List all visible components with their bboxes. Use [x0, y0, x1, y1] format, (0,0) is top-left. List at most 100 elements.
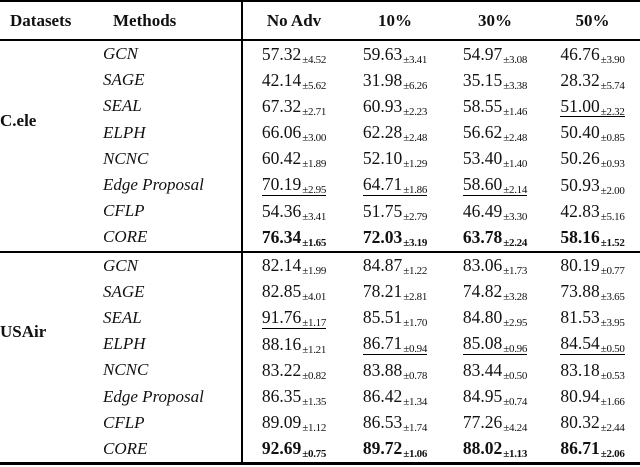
method-label: CFLP [103, 201, 145, 221]
result-value: 50.26±0.93 [560, 148, 625, 171]
result-value: 86.53±1.74 [362, 412, 428, 435]
result-value: 85.51±1.70 [362, 307, 428, 330]
result-value: 83.06±1.73 [462, 255, 528, 278]
table-row: SEAL 67.32±2.71 60.93±2.23 58.55±1.46 51.00±… [0, 93, 640, 120]
result-value: 88.02±1.13 [462, 438, 528, 461]
result-value: 58.16±1.52 [560, 226, 625, 249]
result-value: 50.93±2.00 [560, 174, 625, 197]
method-label: CORE [103, 438, 148, 458]
table-row: SAGE 42.14±5.62 31.98±6.26 35.15±3.38 28.32±… [0, 67, 640, 94]
result-value: 46.76±3.90 [560, 43, 625, 66]
result-value: 89.72±1.06 [362, 438, 428, 461]
header-30pct: 30% [445, 1, 545, 41]
result-value: 74.82±3.28 [462, 281, 528, 304]
result-value: 84.80±2.95 [462, 307, 528, 330]
table-row: CFLP 54.36±3.41 51.75±2.79 46.49±3.30 42.83±… [0, 198, 640, 225]
result-value: 82.14±1.99 [241, 251, 345, 279]
result-value: 84.54±0.50 [560, 333, 625, 356]
result-value: 56.62±2.48 [462, 122, 528, 145]
result-value: 58.60±2.14 [462, 174, 528, 197]
table-row: NCNC 83.22±0.82 83.88±0.78 83.44±0.50 83.18±… [0, 357, 640, 384]
result-value: 86.71±0.94 [362, 333, 428, 356]
dataset-group: USAir GCN 82.14±1.99 84.87±1.22 83.06±1.73 80… [0, 251, 640, 464]
result-value: 86.42±1.34 [362, 386, 428, 409]
result-value: 52.10±1.29 [362, 148, 428, 171]
method-label: SAGE [103, 281, 145, 301]
result-value: 84.95±0.74 [462, 386, 528, 409]
result-value: 70.19±2.95 [241, 171, 345, 199]
table-row: CORE 92.69±0.75 89.72±1.06 88.02±1.13 86.71±… [0, 435, 640, 464]
table-row: C.ele GCN 57.32±4.52 59.63±3.41 54.97±3.08 46… [0, 40, 640, 130]
result-value: 63.78±2.24 [462, 226, 528, 249]
method-label: GCN [103, 44, 138, 64]
table-row: Edge Proposal 70.19±2.95 64.71±1.86 58.60±2… [0, 171, 640, 199]
method-label: ELPH [103, 334, 146, 354]
result-value: 62.28±2.48 [362, 122, 428, 145]
method-label: SAGE [103, 70, 145, 90]
result-value: 64.71±1.86 [362, 174, 428, 197]
dataset-group: C.ele GCN 57.32±4.52 59.63±3.41 54.97±3.08 46… [0, 40, 640, 252]
result-value: 54.97±3.08 [462, 43, 528, 66]
result-value: 83.22±0.82 [241, 357, 345, 384]
header-row: Datasets Methods No Adv 10% 30% 50% [0, 1, 640, 41]
result-value: 72.03±3.19 [362, 226, 428, 249]
result-value: 83.44±0.50 [462, 359, 528, 382]
result-value: 60.93±2.23 [362, 95, 428, 118]
result-value: 42.14±5.62 [241, 67, 345, 94]
dataset-label: C.ele [0, 110, 37, 130]
result-value: 60.42±1.89 [241, 145, 345, 172]
method-label: ELPH [103, 122, 146, 142]
result-value: 82.85±4.01 [241, 278, 345, 305]
result-value: 76.34±1.65 [241, 224, 345, 252]
result-value: 83.18±0.53 [560, 359, 625, 382]
header-10pct: 10% [345, 1, 445, 41]
table-row: SEAL 91.76±1.17 85.51±1.70 84.80±2.95 81.53±… [0, 304, 640, 332]
table-row: NCNC 60.42±1.89 52.10±1.29 53.40±1.40 50.26±… [0, 145, 640, 172]
header-no-adv: No Adv [241, 1, 345, 41]
result-value: 46.49±3.30 [462, 200, 528, 223]
method-label: NCNC [103, 360, 149, 380]
result-value: 83.88±0.78 [362, 359, 428, 382]
result-value: 50.40±0.85 [560, 122, 625, 145]
result-value: 28.32±5.74 [560, 69, 625, 92]
result-value: 53.40±1.40 [462, 148, 528, 171]
result-value: 35.15±3.38 [462, 69, 528, 92]
table-row: CFLP 89.09±1.12 86.53±1.74 77.26±4.24 80.32±… [0, 409, 640, 436]
header-datasets: Datasets [0, 1, 103, 41]
method-label: SEAL [103, 96, 142, 116]
result-value: 67.32±2.71 [241, 93, 345, 120]
table-row: ELPH 88.16±1.21 86.71±0.94 85.08±0.96 84.54±… [0, 331, 640, 358]
result-value: 81.53±3.95 [560, 307, 625, 330]
table-row: ELPH 66.06±3.00 62.28±2.48 56.62±2.48 50.40±… [0, 119, 640, 146]
method-label: Edge Proposal [103, 175, 204, 195]
header-50pct: 50% [545, 1, 640, 41]
method-label: CORE [103, 227, 148, 247]
result-value: 59.63±3.41 [362, 43, 428, 66]
result-value: 85.08±0.96 [462, 333, 528, 356]
result-value: 54.36±3.41 [241, 198, 345, 225]
dataset-label: USAir [0, 322, 47, 342]
result-value: 80.19±0.77 [560, 255, 625, 278]
table-row: SAGE 82.85±4.01 78.21±2.81 74.82±3.28 73.88±… [0, 278, 640, 305]
method-label: NCNC [103, 148, 149, 168]
table-row: Edge Proposal 86.35±1.35 86.42±1.34 84.95±0… [0, 383, 640, 410]
result-value: 89.09±1.12 [241, 409, 345, 436]
result-value: 92.69±0.75 [241, 435, 345, 464]
result-value: 84.87±1.22 [362, 255, 428, 278]
result-value: 80.32±2.44 [560, 412, 625, 435]
method-label: Edge Proposal [103, 386, 204, 406]
result-value: 91.76±1.17 [241, 304, 345, 332]
table-row: CORE 76.34±1.65 72.03±3.19 63.78±2.24 58.16±… [0, 224, 640, 252]
method-label: CFLP [103, 412, 145, 432]
result-value: 57.32±4.52 [241, 40, 345, 68]
result-value: 78.21±2.81 [362, 281, 428, 304]
result-value: 51.75±2.79 [362, 200, 428, 223]
result-value: 31.98±6.26 [362, 69, 428, 92]
result-value: 77.26±4.24 [462, 412, 528, 435]
table-header: Datasets Methods No Adv 10% 30% 50% [0, 1, 640, 41]
header-methods: Methods [103, 1, 242, 41]
result-value: 58.55±1.46 [462, 95, 528, 118]
method-label: GCN [103, 255, 138, 275]
